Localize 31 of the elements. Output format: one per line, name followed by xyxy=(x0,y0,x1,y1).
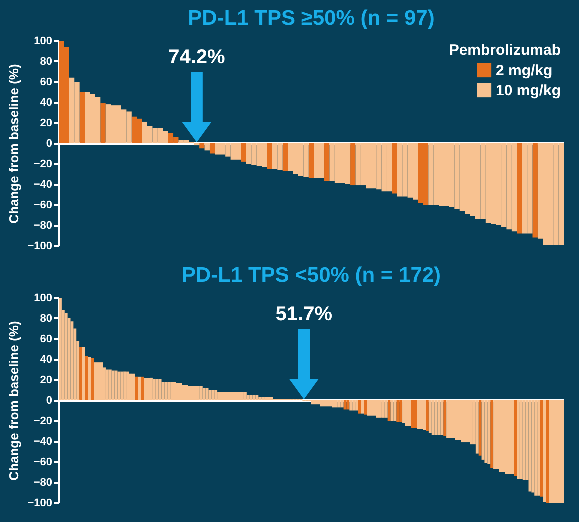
y-tick-label: −20 xyxy=(34,416,52,428)
annotation: 51.7% xyxy=(276,304,333,326)
legend-label: 2 mg/kg xyxy=(496,62,553,80)
y-axis-title: Change from baseline (%) xyxy=(6,321,22,481)
y-tick-label: 100 xyxy=(34,292,52,304)
y-tick-label: −100 xyxy=(28,240,52,252)
y-tick-label: 0 xyxy=(46,138,52,150)
y-tick-label: 40 xyxy=(40,97,52,109)
y-tick-label: −100 xyxy=(28,498,52,510)
y-tick-label: −60 xyxy=(34,456,52,468)
y-tick-label: −40 xyxy=(34,436,52,448)
y-tick-label: 100 xyxy=(34,36,52,48)
y-tick-label: 60 xyxy=(40,76,52,88)
y-tick-label: −20 xyxy=(34,158,52,170)
y-tick-label: −60 xyxy=(34,200,52,212)
y-tick-label: −40 xyxy=(34,179,52,191)
chart-title: PD-L1 TPS ≥50% (n = 97) xyxy=(188,7,435,30)
y-tick-label: −80 xyxy=(34,220,52,232)
chart-title: PD-L1 TPS <50% (n = 172) xyxy=(182,264,442,287)
y-tick-label: 20 xyxy=(40,118,52,130)
y-tick-label: 20 xyxy=(40,374,52,386)
y-tick-label: 0 xyxy=(46,395,52,407)
y-tick-label: −80 xyxy=(34,477,52,489)
y-axis-title: Change from baseline (%) xyxy=(6,64,22,224)
legend-label: 10 mg/kg xyxy=(496,82,562,100)
y-tick-label: 60 xyxy=(40,334,52,346)
legend-title: Pembrolizumab xyxy=(449,42,561,59)
y-tick-label: 80 xyxy=(40,313,52,325)
y-tick-label: 40 xyxy=(40,354,52,366)
y-tick-label: 80 xyxy=(40,56,52,68)
annotation: 74.2% xyxy=(168,46,226,68)
